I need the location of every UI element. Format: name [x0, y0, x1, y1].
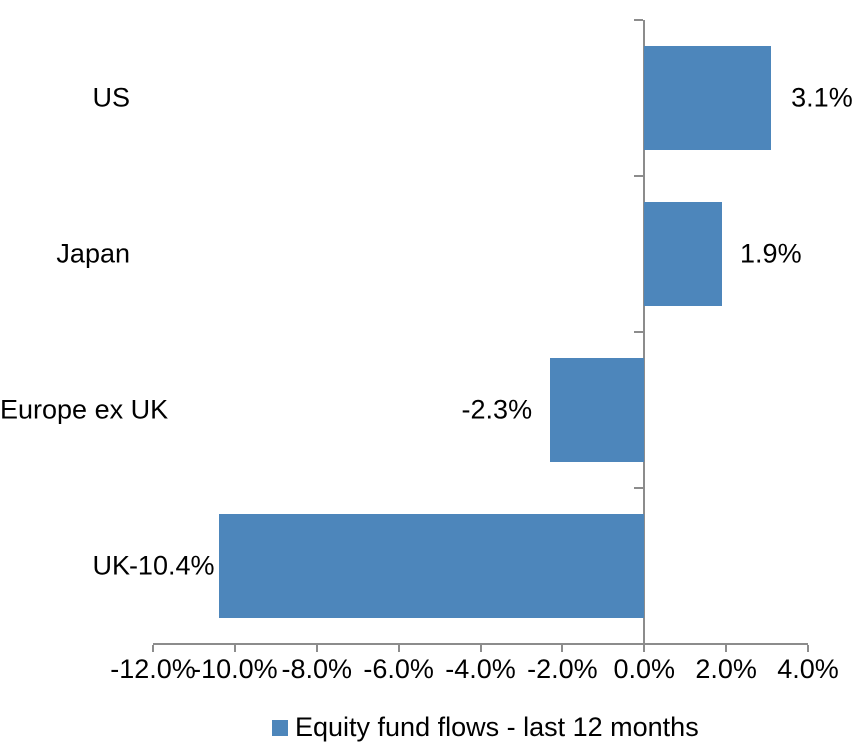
data-label-us: 3.1% [791, 82, 852, 113]
x-axis-tick-label: 0.0% [613, 654, 676, 684]
x-axis-tick-label: 4.0% [777, 654, 839, 684]
x-axis-tick [152, 645, 154, 652]
x-axis-tick [807, 645, 809, 652]
legend: Equity fund flows - last 12 months [272, 712, 699, 743]
x-axis-tick-label: -8.0% [281, 654, 353, 684]
x-axis-tick-label: -12.0% [110, 654, 196, 684]
category-label-us: US [92, 82, 130, 113]
category-label-europe-ex-uk: Europe ex UK [0, 394, 169, 425]
x-axis-tick [643, 645, 646, 652]
x-axis-tick [561, 645, 564, 652]
x-axis-tick-label: 2.0% [695, 654, 757, 684]
x-axis-tick-label: -10.0% [192, 654, 278, 684]
bar-us [644, 46, 772, 150]
x-axis-tick [315, 645, 318, 652]
x-axis-tick [725, 645, 728, 652]
category-axis-tick [634, 19, 644, 21]
category-axis-tick [634, 487, 644, 489]
category-axis-tick [634, 175, 644, 177]
x-axis-tick-label: -6.0% [363, 654, 434, 684]
category-axis-tick [634, 643, 644, 645]
category-axis-tick [634, 331, 644, 333]
data-label-europe-ex-uk: -2.3% [461, 394, 533, 425]
x-axis-tick [479, 645, 482, 652]
bar-japan [644, 202, 723, 306]
x-axis-tick-label: -2.0% [527, 654, 598, 684]
data-label-japan: 1.9% [740, 238, 802, 269]
data-label-uk: -10.4% [128, 550, 215, 581]
legend-series-label: Equity fund flows - last 12 months [295, 712, 699, 742]
x-axis-tick [233, 645, 236, 652]
bar-europe-ex-uk [550, 358, 645, 462]
x-axis-tick [397, 645, 400, 652]
legend-marker-swatch [272, 719, 288, 736]
bar-uk [218, 514, 645, 618]
category-label-uk: UK [92, 550, 130, 581]
category-axis-baseline [643, 20, 646, 644]
category-label-japan: Japan [56, 238, 130, 269]
x-axis-line [153, 643, 808, 645]
x-axis-tick-label: -4.0% [445, 654, 516, 684]
